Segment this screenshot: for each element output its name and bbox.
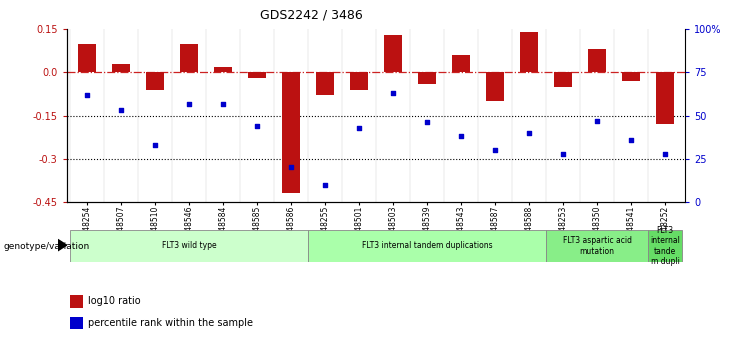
Point [625, 137, 637, 142]
Bar [656, 72, 674, 124]
Point [387, 90, 399, 96]
Point [183, 101, 195, 106]
FancyBboxPatch shape [70, 230, 308, 262]
Bar [519, 32, 539, 72]
Bar [247, 72, 267, 78]
Point [489, 147, 501, 153]
Text: genotype/variation: genotype/variation [4, 242, 90, 251]
Point [82, 92, 93, 98]
Text: log10 ratio: log10 ratio [88, 296, 141, 306]
Point [319, 182, 331, 187]
Point [149, 142, 161, 148]
Bar [78, 44, 96, 72]
FancyBboxPatch shape [546, 230, 648, 262]
Bar [146, 72, 165, 90]
Point [421, 120, 433, 125]
Text: FLT3 aspartic acid
mutation: FLT3 aspartic acid mutation [562, 236, 631, 256]
Point [115, 108, 127, 113]
Point [557, 151, 569, 156]
Point [251, 123, 263, 129]
Point [285, 165, 297, 170]
Bar [316, 72, 334, 96]
Bar [213, 67, 233, 72]
FancyBboxPatch shape [648, 230, 682, 262]
Text: FLT3 wild type: FLT3 wild type [162, 241, 216, 250]
Bar [70, 295, 83, 308]
Point [455, 134, 467, 139]
Point [659, 151, 671, 156]
Bar [452, 55, 471, 72]
Bar [418, 72, 436, 84]
Text: GDS2242 / 3486: GDS2242 / 3486 [260, 9, 362, 22]
Bar [70, 317, 83, 329]
Text: FLT3
internal
tande
m dupli: FLT3 internal tande m dupli [650, 226, 680, 266]
Bar [180, 44, 199, 72]
Bar [112, 64, 130, 72]
Bar [485, 72, 505, 101]
Bar [554, 72, 572, 87]
Text: percentile rank within the sample: percentile rank within the sample [88, 318, 253, 328]
Point [353, 125, 365, 130]
Bar [588, 49, 606, 72]
Polygon shape [58, 239, 67, 251]
Point [217, 101, 229, 106]
Bar [350, 72, 368, 90]
Point [591, 118, 603, 124]
Bar [622, 72, 640, 81]
FancyBboxPatch shape [308, 230, 546, 262]
Point [523, 130, 535, 136]
Bar [384, 35, 402, 72]
Text: FLT3 internal tandem duplications: FLT3 internal tandem duplications [362, 241, 492, 250]
Bar [282, 72, 300, 193]
